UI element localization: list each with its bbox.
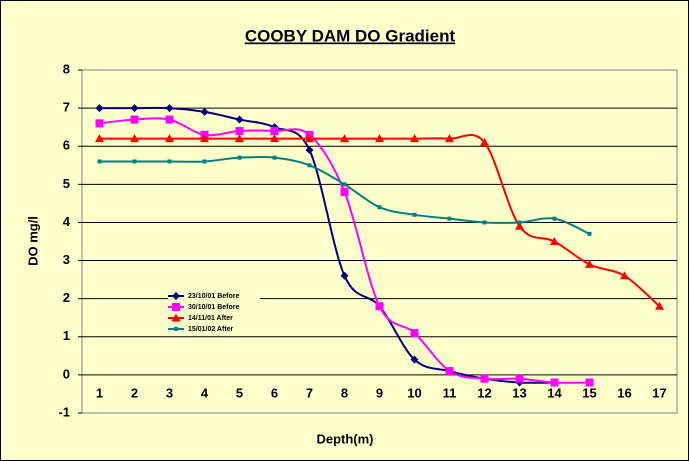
y-tick-label: 2 (63, 290, 70, 305)
marker (165, 134, 174, 143)
legend-marker (172, 292, 180, 300)
x-tick-label: 2 (131, 385, 138, 400)
x-tick-label: 5 (236, 385, 243, 400)
marker (340, 271, 349, 280)
x-tick-label: 14 (547, 385, 562, 400)
x-tick-label: 10 (407, 385, 421, 400)
y-tick-label: 7 (63, 100, 70, 115)
marker (200, 134, 209, 143)
marker (342, 182, 347, 187)
marker (552, 216, 557, 221)
y-tick-label: 1 (63, 328, 70, 343)
marker (655, 301, 664, 310)
marker (480, 374, 489, 383)
chart-title: COOBY DAM DO Gradient (245, 26, 456, 45)
marker (272, 155, 277, 160)
x-tick-label: 4 (201, 385, 209, 400)
marker (270, 134, 279, 143)
marker (235, 134, 244, 143)
y-tick-label: 0 (63, 366, 70, 381)
marker (517, 220, 522, 225)
x-tick-label: 12 (477, 385, 491, 400)
marker (410, 355, 419, 364)
y-tick-label: -1 (58, 404, 70, 419)
marker (165, 104, 174, 113)
marker (445, 134, 454, 143)
legend-label: 30/10/01 Before (188, 304, 239, 311)
marker (340, 187, 349, 196)
y-axis-label: DO mg/l (25, 216, 40, 266)
marker (167, 159, 172, 164)
legend-marker (171, 313, 181, 322)
marker (550, 237, 559, 245)
marker (585, 378, 594, 387)
marker (410, 134, 419, 143)
x-tick-label: 16 (617, 385, 631, 400)
marker (200, 107, 209, 116)
x-tick-label: 15 (582, 385, 596, 400)
marker (620, 271, 629, 280)
marker (95, 104, 104, 113)
marker (202, 159, 207, 164)
marker (235, 126, 244, 135)
marker (130, 134, 139, 143)
marker (132, 159, 137, 164)
marker (515, 221, 524, 230)
marker (515, 374, 524, 383)
x-tick-label: 3 (166, 385, 173, 400)
y-tick-label: 6 (63, 138, 70, 153)
marker (550, 378, 559, 387)
x-tick-label: 1 (96, 385, 103, 400)
x-tick-label: 13 (512, 385, 526, 400)
legend-marker (174, 327, 178, 331)
marker (97, 159, 102, 164)
y-tick-label: 8 (63, 61, 70, 76)
y-tick-label: 3 (63, 252, 70, 267)
marker (130, 104, 139, 113)
marker (375, 134, 384, 143)
marker (307, 163, 312, 168)
x-tick-label: 6 (271, 385, 278, 400)
marker (585, 259, 594, 268)
marker (340, 134, 349, 143)
x-tick-label: 9 (376, 385, 383, 400)
marker (95, 119, 104, 128)
legend-label: 14/11/01 After (188, 315, 233, 322)
legend-label: 15/01/02 After (188, 326, 234, 333)
y-tick-label: 4 (63, 214, 71, 229)
marker (235, 115, 244, 124)
marker (447, 216, 452, 221)
marker (445, 367, 454, 376)
marker (377, 205, 382, 210)
legend-label: 23/10/01 Before (188, 293, 239, 300)
marker (480, 137, 489, 146)
marker (482, 220, 487, 225)
x-tick-label: 7 (306, 385, 313, 400)
plot-area (81, 69, 678, 414)
marker (165, 115, 174, 124)
marker (270, 126, 279, 135)
x-tick-label: 11 (443, 385, 457, 400)
marker (305, 146, 314, 155)
marker (410, 328, 419, 337)
marker (375, 302, 384, 311)
y-tick-label: 5 (63, 176, 70, 191)
x-tick-label: 8 (341, 385, 348, 400)
marker (305, 134, 314, 143)
marker (412, 212, 417, 217)
legend-marker (172, 303, 180, 311)
x-tick-label: 17 (652, 385, 666, 400)
marker (130, 115, 139, 124)
marker (237, 155, 242, 160)
x-axis-label: Depth(m) (316, 431, 373, 446)
marker (95, 134, 104, 143)
marker (587, 231, 592, 236)
